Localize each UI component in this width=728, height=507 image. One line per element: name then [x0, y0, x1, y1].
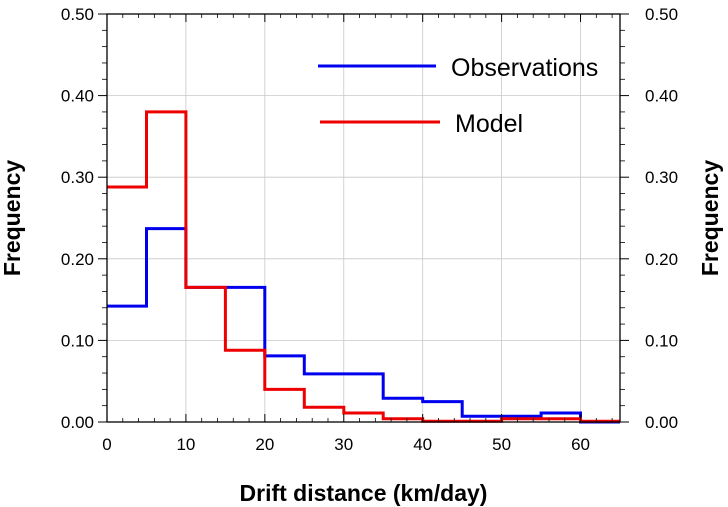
- x-tick-label: 20: [255, 435, 274, 454]
- y-tick-label-right: 0.30: [645, 168, 678, 187]
- y-tick-label-right: 0.20: [645, 250, 678, 269]
- tick-labels: 0 10 20 30 40 50 60 0.00 0.00 0.10 0.10 0.20 0.20 0.3…: [61, 5, 678, 454]
- y-tick-label-right: 0.50: [645, 5, 678, 24]
- y-axis-title-right: Frequency: [697, 160, 723, 277]
- y-tick-label-right: 0.40: [645, 87, 678, 106]
- grid-lines: [107, 14, 620, 422]
- y-tick-label-left: 0.00: [61, 413, 94, 432]
- plot-frame: [106, 13, 621, 423]
- x-tick-label: 40: [413, 435, 432, 454]
- x-tick-label: 10: [176, 435, 195, 454]
- series-layer: [107, 110, 620, 424]
- y-tick-label-left: 0.20: [61, 250, 94, 269]
- series-line-observations: [107, 227, 620, 424]
- x-axis-title: Drift distance (km/day): [240, 480, 488, 506]
- y-tick-label-left: 0.10: [61, 331, 94, 350]
- legend-label-observations: Observations: [451, 54, 598, 82]
- y-tick-label-right: 0.10: [645, 331, 678, 350]
- x-tick-label: 50: [492, 435, 511, 454]
- y-tick-label-left: 0.40: [61, 87, 94, 106]
- legend-label-model: Model: [455, 110, 523, 138]
- y-axis-title-left: Frequency: [0, 160, 25, 277]
- y-tick-label-left: 0.30: [61, 168, 94, 187]
- legend: Observations Model: [318, 54, 598, 138]
- x-tick-label: 60: [571, 435, 590, 454]
- x-tick-label: 0: [102, 435, 111, 454]
- series-line-model: [107, 110, 620, 423]
- y-tick-label-left: 0.50: [61, 5, 94, 24]
- y-tick-label-right: 0.00: [645, 413, 678, 432]
- tick-marks: [98, 13, 629, 423]
- x-tick-label: 30: [334, 435, 353, 454]
